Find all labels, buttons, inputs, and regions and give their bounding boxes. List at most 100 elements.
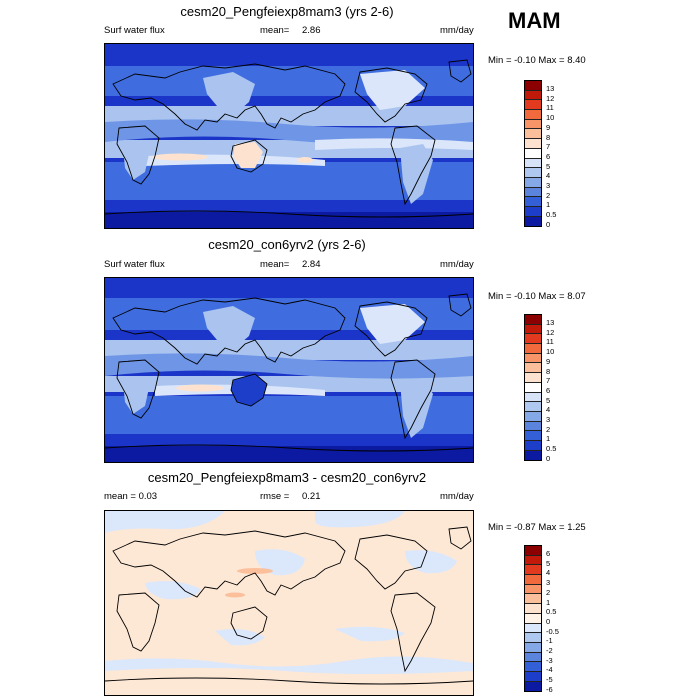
colorbar-swatch bbox=[525, 575, 541, 585]
colorbar-tick-label: 12 bbox=[546, 327, 555, 337]
colorbar-swatch bbox=[525, 168, 541, 178]
colorbar-swatch bbox=[525, 363, 541, 374]
colorbar-tick-label: 0.5 bbox=[546, 444, 557, 454]
panel-2-title: cesm20_con6yrv2 (yrs 2-6) bbox=[208, 237, 366, 252]
colorbar-swatch bbox=[525, 652, 541, 663]
colorbar-tick-label: 8 bbox=[546, 366, 551, 376]
colorbar-swatch bbox=[525, 197, 541, 207]
colorbar-swatch bbox=[525, 565, 541, 576]
colorbar-swatch bbox=[525, 324, 541, 335]
colorbar-swatch bbox=[525, 158, 541, 169]
colorbar-swatch bbox=[525, 81, 541, 91]
colorbar-swatch bbox=[525, 594, 541, 605]
colorbar-swatch bbox=[525, 216, 541, 227]
colorbar-swatch bbox=[525, 411, 541, 422]
colorbar-swatch bbox=[525, 633, 541, 643]
colorbar-swatch bbox=[525, 353, 541, 364]
colorbar-swatch bbox=[525, 206, 541, 217]
colorbar-tick-label: 2 bbox=[546, 587, 551, 597]
panel-3-rmse-label: rmse = bbox=[260, 491, 290, 502]
panel-1-title: cesm20_Pengfeiexp8mam3 (yrs 2-6) bbox=[180, 4, 394, 19]
panel-3-minmax: Min = -0.87 Max = 1.25 bbox=[488, 522, 586, 533]
colorbar-swatch bbox=[525, 344, 541, 354]
colorbar-swatch bbox=[525, 450, 541, 461]
colorbar-tick-label: 0 bbox=[546, 219, 551, 229]
colorbar-tick-label: -4 bbox=[546, 665, 553, 675]
colorbar-swatch bbox=[525, 402, 541, 412]
colorbar-tick-label: 6 bbox=[546, 151, 551, 161]
colorbar-tick-label: 3 bbox=[546, 181, 551, 190]
colorbar-tick-label: -1 bbox=[546, 636, 553, 646]
colorbar-tick-label: 13 bbox=[546, 84, 555, 93]
colorbar-tick-label: 4 bbox=[546, 171, 551, 181]
colorbar-tick-label: 0 bbox=[546, 616, 551, 626]
colorbar-tick-label: 6 bbox=[546, 549, 551, 558]
colorbar-tick-label: -2 bbox=[546, 646, 553, 655]
panel-3-mean: mean = 0.03 bbox=[104, 491, 158, 502]
colorbar-tick-label: 4 bbox=[546, 405, 551, 415]
colorbar-swatch bbox=[525, 177, 541, 188]
panel-1-minmax: Min = -0.10 Max = 8.40 bbox=[488, 55, 586, 66]
colorbar-tick-label: 0.5 bbox=[546, 607, 557, 617]
colorbar-swatch bbox=[525, 373, 541, 383]
panel-2-units: mm/day bbox=[440, 259, 474, 270]
panel-3-rmse-value: 0.21 bbox=[302, 491, 321, 502]
colorbar-tick-label: 7 bbox=[546, 376, 551, 386]
colorbar-swatch bbox=[525, 681, 541, 692]
colorbar-swatch bbox=[525, 119, 541, 130]
panel-2-minmax: Min = -0.10 Max = 8.07 bbox=[488, 291, 586, 302]
colorbar-tick-label: -6 bbox=[546, 684, 553, 694]
colorbar-tick-label: 4 bbox=[546, 568, 551, 578]
colorbar-tick-label: 9 bbox=[546, 356, 551, 366]
colorbar-swatch bbox=[525, 110, 541, 120]
colorbar-swatch bbox=[525, 662, 541, 672]
colorbar-tick-label: 11 bbox=[546, 337, 554, 347]
colorbar-swatch bbox=[525, 555, 541, 566]
panel-1-map bbox=[104, 43, 474, 229]
panel-2-map bbox=[104, 277, 474, 463]
panel-2-colorbar bbox=[524, 314, 542, 462]
panel-1-mean-value: 2.86 bbox=[302, 25, 321, 36]
colorbar-tick-label: 5 bbox=[546, 161, 551, 171]
colorbar-swatch bbox=[525, 100, 541, 111]
panel-3-title: cesm20_Pengfeiexp8mam3 - cesm20_con6yrv2 bbox=[147, 470, 427, 485]
panel-1-colorbar bbox=[524, 80, 542, 228]
colorbar-swatch bbox=[525, 139, 541, 149]
colorbar-tick-label: 13 bbox=[546, 318, 555, 327]
colorbar-tick-label: 5 bbox=[546, 395, 551, 405]
colorbar-tick-label: 3 bbox=[546, 578, 551, 588]
panel-2-mean-value: 2.84 bbox=[302, 259, 321, 270]
panel-2-mean-label: mean= bbox=[260, 259, 290, 270]
colorbar-swatch bbox=[525, 90, 541, 101]
colorbar-tick-label: 2 bbox=[546, 424, 551, 434]
colorbar-tick-label: 11 bbox=[546, 103, 554, 113]
panel-1-variable: Surf water flux bbox=[104, 25, 165, 36]
colorbar-swatch bbox=[525, 623, 541, 634]
colorbar-swatch bbox=[525, 546, 541, 556]
colorbar-swatch bbox=[525, 315, 541, 325]
colorbar-swatch bbox=[525, 440, 541, 451]
colorbar-tick-label: 0.5 bbox=[546, 210, 557, 220]
panel-3-colorbar bbox=[524, 545, 542, 693]
panel-2-variable: Surf water flux bbox=[104, 259, 165, 270]
colorbar-swatch bbox=[525, 642, 541, 653]
panel-1-mean-label: mean= bbox=[260, 25, 290, 36]
panel-1-units: mm/day bbox=[440, 25, 474, 36]
colorbar-swatch bbox=[525, 148, 541, 159]
colorbar-tick-label: 7 bbox=[546, 142, 551, 152]
colorbar-swatch bbox=[525, 392, 541, 403]
colorbar-tick-label: 10 bbox=[546, 113, 555, 123]
colorbar-tick-label: -0.5 bbox=[546, 626, 559, 636]
colorbar-tick-label: 0 bbox=[546, 453, 551, 463]
colorbar-tick-label: 1 bbox=[546, 597, 551, 607]
panel-3-units: mm/day bbox=[440, 491, 474, 502]
colorbar-tick-label: 1 bbox=[546, 200, 551, 210]
colorbar-tick-label: 10 bbox=[546, 347, 555, 357]
colorbar-tick-label: 2 bbox=[546, 190, 551, 200]
season-label: MAM bbox=[508, 8, 561, 33]
colorbar-tick-label: 8 bbox=[546, 132, 551, 142]
panel-3-map bbox=[104, 510, 474, 696]
colorbar-swatch bbox=[525, 671, 541, 682]
colorbar-swatch bbox=[525, 604, 541, 614]
colorbar-tick-label: 3 bbox=[546, 415, 551, 424]
